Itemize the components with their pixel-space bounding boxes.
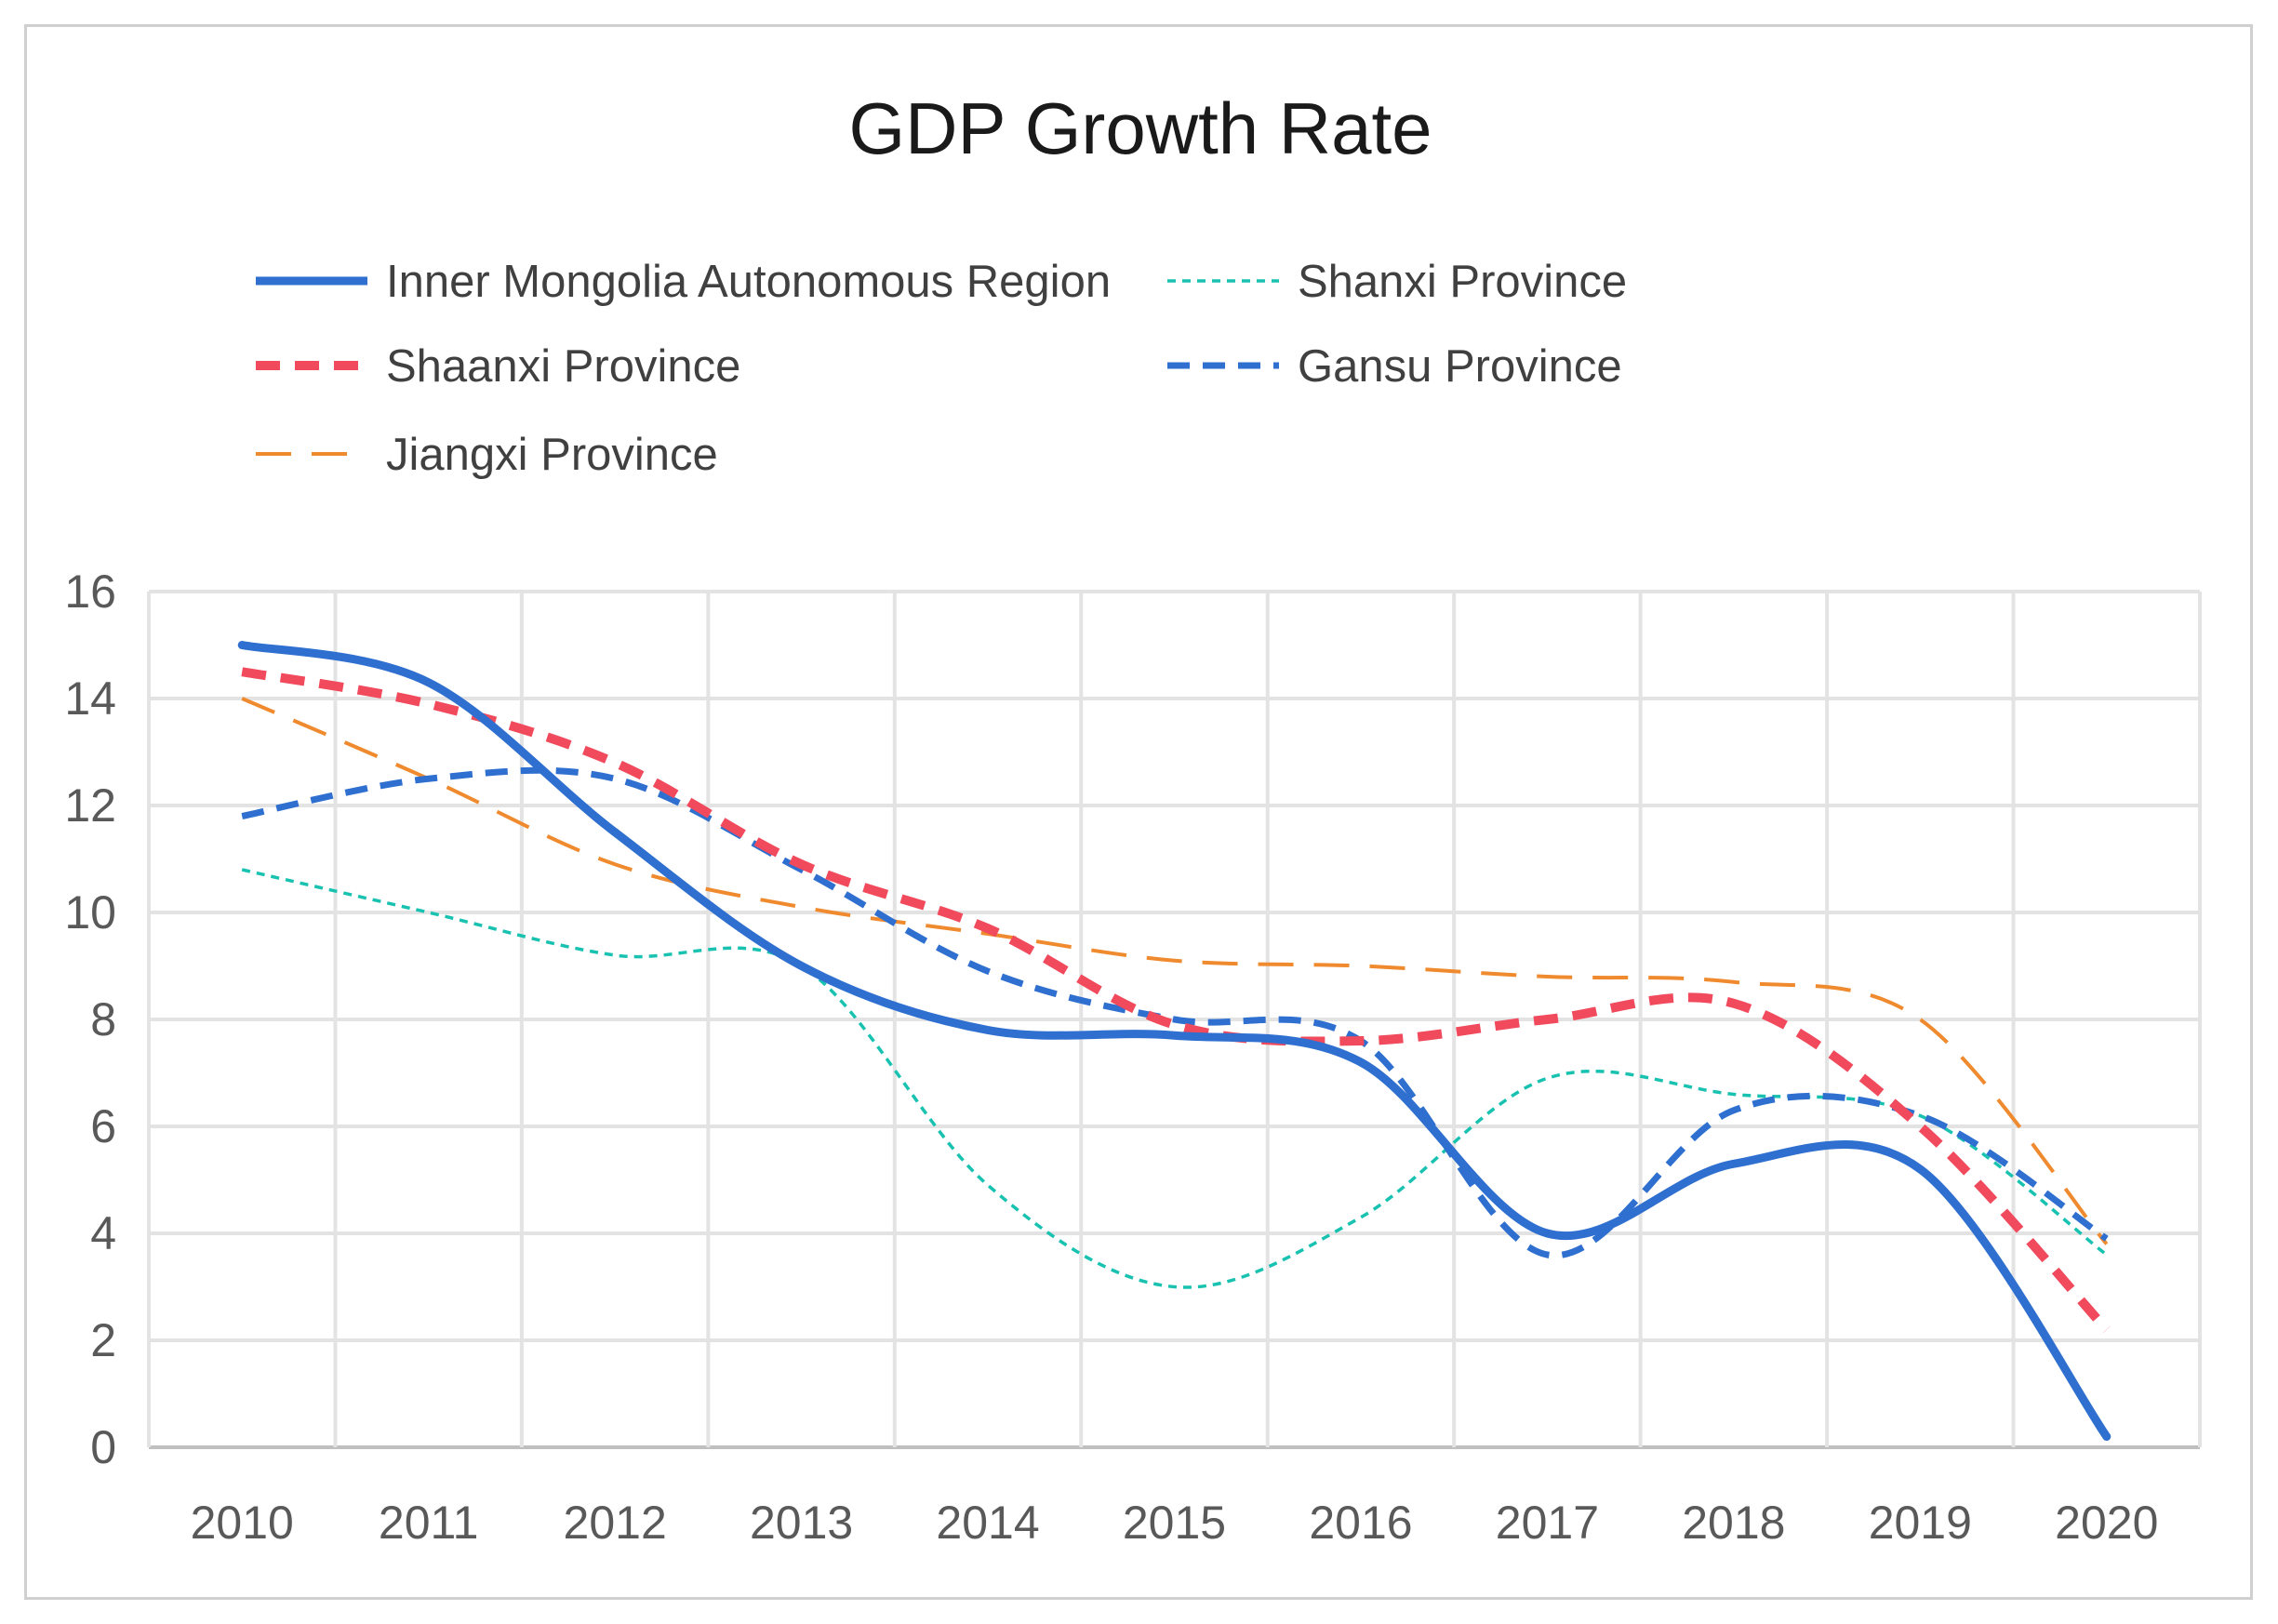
x-tick-label: 2017 xyxy=(1496,1497,1599,1549)
x-tick-label: 2014 xyxy=(936,1497,1039,1549)
x-tick-label: 2011 xyxy=(379,1497,479,1549)
y-tick-label: 16 xyxy=(64,566,116,618)
x-tick-label: 2010 xyxy=(191,1497,294,1549)
chart-title: GDP Growth Rate xyxy=(848,87,1432,169)
x-tick-label: 2015 xyxy=(1123,1497,1226,1549)
legend: Inner Mongolia Autonomous Region Shanxi P… xyxy=(256,257,1627,480)
legend-label: Inner Mongolia Autonomous Region xyxy=(386,257,1111,307)
legend-label: Jiangxi Province xyxy=(386,430,718,480)
x-tick-label: 2018 xyxy=(1682,1497,1785,1549)
y-tick-label: 10 xyxy=(64,886,116,938)
grid xyxy=(147,590,2202,1449)
x-axis-ticks: 2010 2011 2012 2013 2014 2015 2016 2017 2018 2019… xyxy=(191,1497,2159,1549)
x-tick-label: 2012 xyxy=(564,1497,667,1549)
y-axis-ticks: 0 2 4 6 8 10 12 14 16 xyxy=(64,566,116,1473)
legend-label: Shaanxi Province xyxy=(386,341,740,392)
series-line-gansu-province xyxy=(241,766,2109,1259)
series-line-jiangxi-province xyxy=(241,697,2109,1245)
series-lines xyxy=(237,641,2111,1441)
legend-label: Gansu Province xyxy=(1298,341,1622,392)
y-tick-label: 12 xyxy=(64,779,116,832)
chart-frame xyxy=(24,24,2253,1600)
y-tick-label: 8 xyxy=(90,993,116,1045)
legend-label: Shanxi Province xyxy=(1298,257,1627,307)
x-tick-label: 2016 xyxy=(1309,1497,1412,1549)
series-line-shaanxi-province xyxy=(241,667,2111,1333)
y-tick-label: 0 xyxy=(90,1421,116,1473)
x-tick-label: 2013 xyxy=(750,1497,853,1549)
y-tick-label: 14 xyxy=(64,672,116,725)
y-tick-label: 4 xyxy=(90,1207,116,1259)
y-tick-label: 6 xyxy=(90,1100,116,1152)
series-line-inner-mongolia-autonomous-region xyxy=(237,641,2111,1441)
y-tick-label: 2 xyxy=(90,1314,116,1366)
x-tick-label: 2020 xyxy=(2055,1497,2158,1549)
x-tick-label: 2019 xyxy=(1869,1497,1972,1549)
